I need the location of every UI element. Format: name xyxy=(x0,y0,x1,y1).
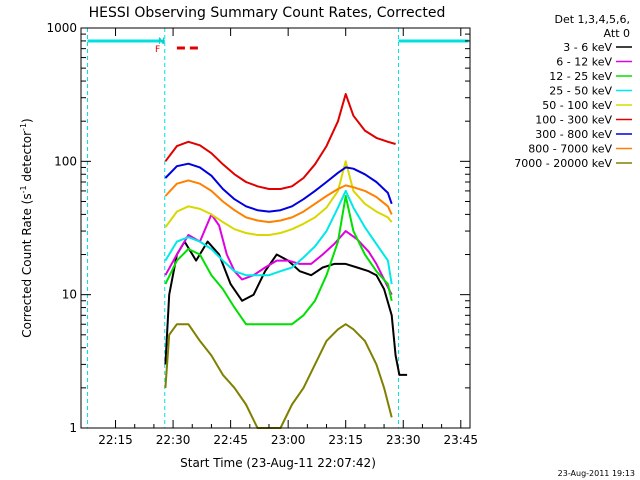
series-line-6 xyxy=(164,162,393,213)
legend-label-3: 25 - 50 keV xyxy=(549,85,612,98)
x-tick-label-0: 22:15 xyxy=(98,433,133,447)
legend-label-6: 300 - 800 keV xyxy=(535,128,612,141)
x-tick-label-6: 23:45 xyxy=(443,433,478,447)
legend-label-0: 3 - 6 keV xyxy=(563,41,612,54)
night-intervals xyxy=(87,28,469,428)
series-lines xyxy=(164,93,408,429)
y-tick-label-2: 100 xyxy=(54,154,77,168)
legend-label-5: 100 - 300 keV xyxy=(535,114,612,127)
y-tick-label-0: 1 xyxy=(69,421,77,435)
series-line-1 xyxy=(164,213,393,296)
x-tick-label-5: 23:30 xyxy=(386,433,421,447)
series-line-3 xyxy=(164,189,393,285)
x-tick-label-2: 22:45 xyxy=(213,433,248,447)
x-tick-label-1: 22:30 xyxy=(156,433,191,447)
y-tick-label-1: 10 xyxy=(62,288,77,302)
x-axis: 22:15 22:30 22:45 23:00 23:15 23:30 23:45 xyxy=(98,28,478,447)
flag-f: F xyxy=(155,45,160,55)
plot-frame xyxy=(80,27,471,429)
legend-label-2: 12 - 25 keV xyxy=(549,70,612,83)
y-axis: 1 10 100 1000 xyxy=(46,21,470,435)
chart-title: HESSI Observing Summary Count Rates, Cor… xyxy=(89,5,446,21)
y-axis-label: Corrected Count Rate (s-1 detector-1) xyxy=(19,118,34,337)
series-line-7 xyxy=(164,179,393,224)
x-axis-label: Start Time (23-Aug-11 22:07:42) xyxy=(180,456,376,470)
timestamp: 23-Aug-2011 19:13 xyxy=(558,469,635,478)
legend-header-1: Det 1,3,4,5,6, xyxy=(554,13,630,26)
series-line-8 xyxy=(164,323,393,429)
legend-label-4: 50 - 100 keV xyxy=(542,99,612,112)
x-tick-label-3: 23:00 xyxy=(271,433,306,447)
series-line-4 xyxy=(164,160,393,236)
legend-label-8: 7000 - 20000 keV xyxy=(514,157,612,170)
legend-header-2: Att 0 xyxy=(604,27,630,40)
flag-n: N xyxy=(158,37,165,47)
x-tick-label-4: 23:15 xyxy=(328,433,363,447)
series-line-5 xyxy=(164,93,396,190)
series-line-2 xyxy=(164,195,393,326)
legend-label-1: 6 - 12 keV xyxy=(556,56,612,69)
legend-label-7: 800 - 7000 keV xyxy=(528,143,612,156)
y-tick-label-3: 1000 xyxy=(46,21,77,35)
